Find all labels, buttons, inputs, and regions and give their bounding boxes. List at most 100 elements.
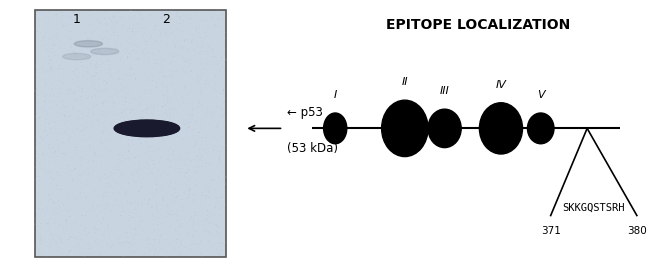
Point: [68, 22, 78, 26]
Point: [133, 203, 143, 207]
Point: [200, 150, 211, 155]
Point: [184, 125, 194, 129]
Point: [124, 26, 135, 31]
Point: [155, 49, 165, 53]
Point: [88, 159, 98, 163]
Point: [165, 107, 176, 112]
Point: [58, 16, 69, 20]
Point: [176, 239, 186, 243]
Point: [80, 32, 90, 36]
Point: [36, 236, 47, 240]
Point: [165, 144, 176, 148]
Point: [215, 184, 226, 189]
Point: [103, 187, 114, 191]
Point: [38, 11, 48, 15]
Point: [49, 65, 60, 69]
Point: [151, 41, 162, 45]
Point: [67, 220, 77, 224]
Point: [34, 117, 44, 121]
Point: [140, 194, 151, 198]
Point: [116, 88, 127, 92]
Point: [83, 80, 93, 84]
Point: [59, 114, 70, 118]
Point: [186, 70, 196, 74]
Point: [92, 237, 102, 242]
Point: [38, 100, 48, 104]
Point: [215, 134, 226, 139]
Point: [115, 121, 125, 125]
Point: [75, 184, 85, 188]
Point: [64, 150, 75, 154]
Point: [203, 155, 214, 160]
Point: [164, 116, 175, 121]
Point: [68, 180, 78, 184]
Point: [86, 208, 97, 212]
Point: [124, 240, 135, 245]
Ellipse shape: [124, 127, 170, 130]
Point: [199, 185, 209, 189]
Point: [212, 58, 222, 63]
Point: [203, 99, 214, 104]
Point: [142, 131, 152, 136]
Point: [145, 198, 155, 203]
Point: [207, 89, 217, 93]
Point: [127, 80, 138, 85]
Point: [151, 251, 162, 255]
Point: [162, 156, 173, 160]
Point: [133, 29, 143, 34]
Point: [68, 178, 78, 182]
Point: [169, 158, 179, 162]
Point: [123, 63, 133, 67]
Point: [183, 41, 194, 46]
Point: [162, 122, 173, 126]
Point: [211, 89, 221, 93]
Point: [179, 191, 189, 195]
Point: [153, 126, 164, 130]
Point: [214, 177, 225, 182]
Point: [36, 194, 47, 198]
Point: [67, 235, 77, 240]
Point: [201, 197, 211, 201]
Point: [31, 64, 41, 68]
Point: [135, 95, 146, 99]
Point: [31, 10, 42, 14]
Point: [114, 142, 124, 147]
Point: [202, 20, 213, 24]
Point: [164, 18, 175, 22]
Point: [183, 36, 193, 41]
Point: [118, 73, 128, 77]
Point: [100, 112, 110, 116]
Point: [168, 106, 179, 111]
Point: [75, 18, 86, 22]
Point: [144, 188, 154, 192]
Point: [55, 108, 65, 112]
Point: [123, 121, 133, 125]
Point: [103, 98, 114, 102]
Point: [100, 177, 110, 181]
Point: [133, 138, 144, 142]
Point: [87, 205, 98, 210]
Point: [211, 196, 222, 201]
Point: [212, 179, 222, 183]
Point: [113, 96, 124, 100]
Point: [181, 170, 191, 175]
Point: [218, 48, 228, 52]
Point: [129, 182, 140, 186]
Point: [173, 52, 183, 57]
Point: [116, 56, 127, 60]
Point: [64, 137, 74, 142]
Point: [65, 19, 75, 23]
Point: [176, 158, 186, 162]
Point: [113, 90, 124, 95]
Point: [121, 99, 131, 104]
Point: [134, 153, 144, 158]
Point: [140, 197, 150, 201]
Point: [100, 206, 110, 211]
Point: [88, 225, 99, 229]
Point: [211, 13, 222, 17]
Point: [99, 184, 110, 188]
Point: [118, 84, 129, 88]
Point: [84, 171, 94, 175]
Point: [73, 161, 83, 165]
Point: [49, 119, 59, 123]
